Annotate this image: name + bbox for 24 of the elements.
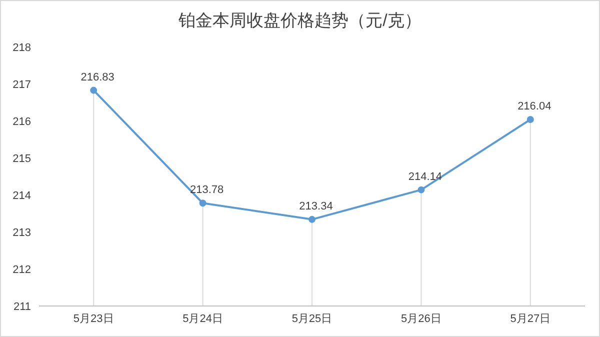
x-tick-label: 5月27日 xyxy=(510,312,551,325)
x-tick-label: 5月26日 xyxy=(401,312,442,325)
data-label: 213.78 xyxy=(190,184,224,196)
y-tick-label: 212 xyxy=(12,264,31,276)
chart-title: 铂金本周收盘价格趋势（元/克） xyxy=(178,10,422,32)
x-tick-label: 5月24日 xyxy=(182,312,223,325)
y-tick-label: 213 xyxy=(12,226,31,239)
point xyxy=(308,216,316,223)
data-label: 216.83 xyxy=(80,71,114,84)
x-tick-label: 5月23日 xyxy=(73,312,114,325)
data-label: 216.04 xyxy=(518,100,552,113)
data-label: 214.14 xyxy=(408,170,442,183)
y-tick-label: 215 xyxy=(12,152,31,165)
y-tick-label: 216 xyxy=(12,116,31,128)
point xyxy=(418,186,425,194)
point xyxy=(199,200,206,207)
y-tick-label: 211 xyxy=(13,300,31,313)
x-tick-label: 5月25日 xyxy=(292,312,332,325)
y-tick-label: 217 xyxy=(12,78,31,91)
data-label: 213.34 xyxy=(299,200,333,212)
y-tick-label: 218 xyxy=(12,42,31,54)
point xyxy=(90,86,98,94)
y-tick-label: 214 xyxy=(12,190,31,202)
point xyxy=(526,116,534,124)
